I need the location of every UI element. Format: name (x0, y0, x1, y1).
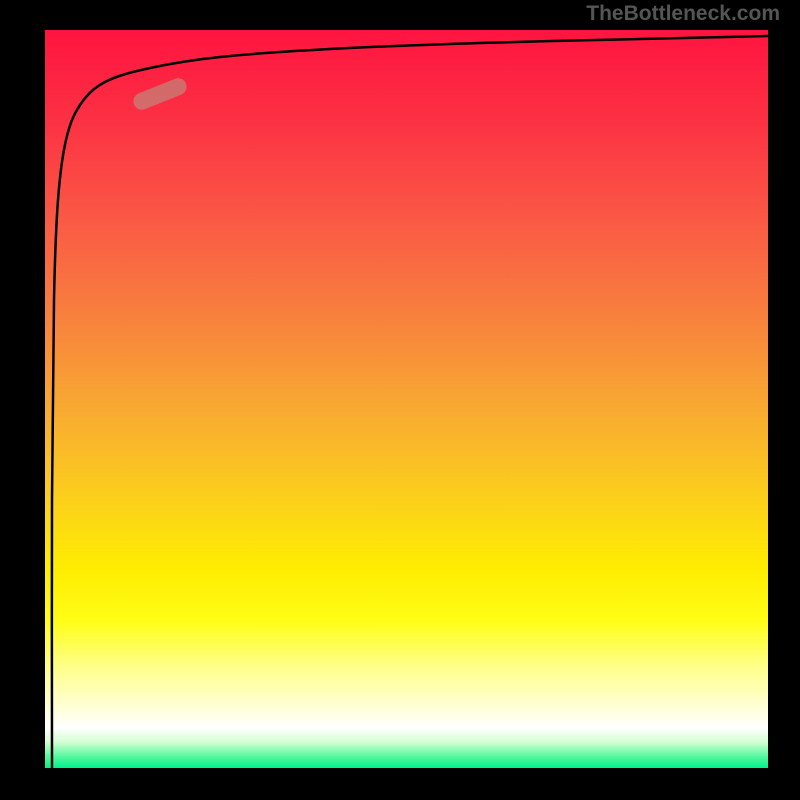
attribution-text: TheBottleneck.com (586, 2, 780, 26)
plot-area (45, 30, 768, 768)
figure-root: TheBottleneck.com (0, 0, 800, 800)
chart-canvas (0, 0, 800, 800)
